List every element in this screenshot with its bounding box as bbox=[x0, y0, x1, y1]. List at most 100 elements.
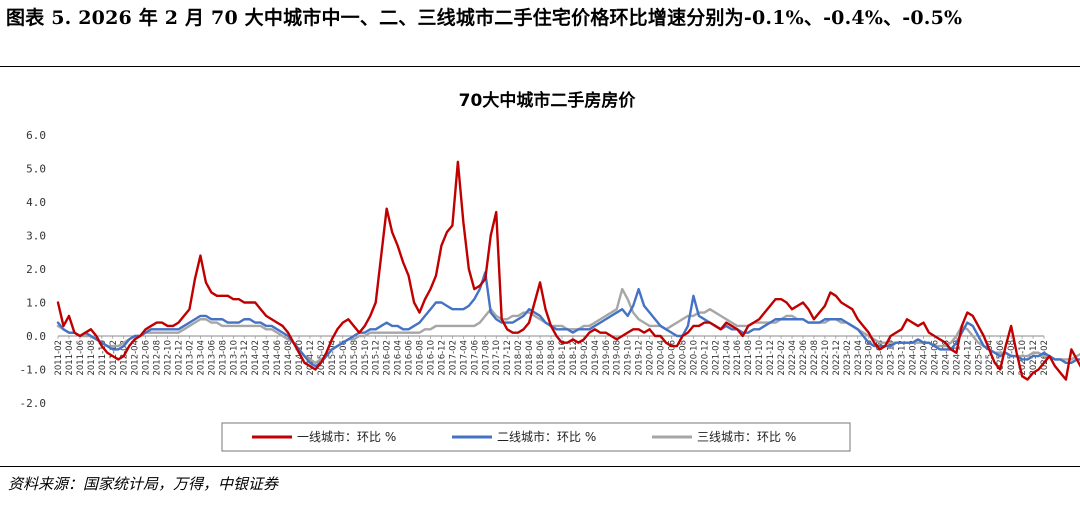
line-chart: 70大中城市二手房房价 6.0 5.0 4.0 3.0 2.0 1.0 0.0 -1.0 -2.… bbox=[20, 90, 1080, 452]
x-tick-label: 2018-08 bbox=[547, 340, 557, 376]
x-tick-label: 2019-02 bbox=[580, 340, 590, 376]
x-tick-label: 2022-06 bbox=[799, 340, 809, 376]
x-tick-label: 2020-10 bbox=[689, 340, 699, 376]
x-tick-label: 2011-04 bbox=[65, 340, 75, 376]
x-tick-label: 2024-02 bbox=[909, 340, 919, 376]
x-tick-label: 2014-06 bbox=[273, 340, 283, 376]
x-tick-label: 2014-04 bbox=[262, 340, 272, 376]
chart-title: 70大中城市二手房房价 bbox=[459, 90, 637, 111]
x-tick-label: 2018-10 bbox=[558, 340, 568, 376]
x-tick-label: 2025-06 bbox=[996, 340, 1006, 376]
x-tick-label: 2022-04 bbox=[788, 340, 798, 376]
x-tick-label: 2022-08 bbox=[810, 340, 820, 376]
x-tick-label: 2017-12 bbox=[503, 340, 513, 376]
x-tick-label: 2021-04 bbox=[722, 340, 732, 376]
x-tick-label: 2014-10 bbox=[295, 340, 305, 376]
x-tick-label: 2015-10 bbox=[361, 340, 371, 376]
x-tick-label: 2012-02 bbox=[120, 340, 130, 376]
x-tick-label: 2022-02 bbox=[777, 340, 787, 376]
x-tick-label: 2019-12 bbox=[635, 340, 645, 376]
series-line-3 bbox=[56, 287, 1080, 364]
x-tick-label: 2025-12 bbox=[1029, 340, 1039, 376]
x-tick-label: 2018-02 bbox=[514, 340, 524, 376]
x-tick-label: 2012-06 bbox=[142, 340, 152, 376]
x-tick-label: 2021-12 bbox=[766, 340, 776, 376]
x-tick-label: 2025-04 bbox=[985, 340, 995, 376]
bottom-rule bbox=[0, 466, 1080, 467]
x-tick-label: 2020-02 bbox=[646, 340, 656, 376]
x-tick-label: 2023-06 bbox=[865, 340, 875, 376]
x-tick-label: 2017-08 bbox=[481, 340, 491, 376]
x-tick-label: 2016-12 bbox=[437, 340, 447, 376]
x-tick-label: 2024-10 bbox=[952, 340, 962, 376]
y-tick-label: 2.0 bbox=[26, 263, 46, 276]
x-tick-label: 2023-02 bbox=[843, 340, 853, 376]
x-tick-label: 2012-10 bbox=[164, 340, 174, 376]
x-tick-label: 2024-06 bbox=[930, 340, 940, 376]
x-tick-label: 2014-08 bbox=[284, 340, 294, 376]
x-tick-label: 2020-12 bbox=[700, 340, 710, 376]
x-axis: 2011-02 2011-04 2011-06 2011-08 2011-10 2011-… bbox=[54, 336, 1050, 376]
legend: 一线城市：环比 % 二线城市：环比 % 三线城市：环比 % bbox=[221, 422, 851, 452]
x-tick-label: 2019-04 bbox=[591, 340, 601, 376]
x-tick-label: 2015-08 bbox=[350, 340, 360, 376]
series-line-1 bbox=[56, 160, 1080, 381]
y-tick-label: 6.0 bbox=[26, 129, 46, 142]
x-tick-label: 2013-12 bbox=[240, 340, 250, 376]
legend-label-series-1: 一线城市：环比 % bbox=[297, 429, 396, 444]
x-tick-label: 2019-10 bbox=[624, 340, 634, 376]
x-tick-label: 2012-04 bbox=[131, 340, 141, 376]
legend-label-series-2: 二线城市：环比 % bbox=[497, 429, 596, 444]
y-tick-label: 1.0 bbox=[26, 297, 46, 310]
y-tick-label: -1.0 bbox=[20, 364, 47, 377]
x-tick-label: 2024-08 bbox=[941, 340, 951, 376]
x-tick-label: 2024-12 bbox=[963, 340, 973, 376]
x-tick-label: 2015-04 bbox=[328, 340, 338, 376]
x-tick-label: 2018-04 bbox=[525, 340, 535, 376]
x-tick-label: 2020-06 bbox=[668, 340, 678, 376]
x-tick-label: 2015-12 bbox=[372, 340, 382, 376]
legend-box bbox=[221, 422, 851, 452]
series-lines bbox=[56, 160, 1080, 381]
x-tick-label: 2024-04 bbox=[919, 340, 929, 376]
x-tick-label: 2025-08 bbox=[1007, 340, 1017, 376]
x-tick-label: 2013-02 bbox=[185, 340, 195, 376]
legend-label-series-3: 三线城市：环比 % bbox=[697, 429, 796, 444]
x-tick-label: 2013-04 bbox=[196, 340, 206, 376]
x-tick-label: 2016-06 bbox=[405, 340, 415, 376]
x-tick-label: 2017-04 bbox=[459, 340, 469, 376]
x-tick-label: 2015-06 bbox=[339, 340, 349, 376]
y-tick-label: 4.0 bbox=[26, 196, 46, 209]
x-tick-label: 2022-12 bbox=[832, 340, 842, 376]
x-tick-label: 2011-02 bbox=[54, 340, 64, 376]
x-tick-label: 2016-04 bbox=[394, 340, 404, 376]
x-tick-label: 2021-06 bbox=[733, 340, 743, 376]
x-tick-label: 2022-10 bbox=[821, 340, 831, 376]
x-tick-label: 2019-06 bbox=[602, 340, 612, 376]
x-tick-label: 2013-08 bbox=[218, 340, 228, 376]
y-tick-label: -2.0 bbox=[20, 397, 47, 410]
x-tick-label: 2023-10 bbox=[887, 340, 897, 376]
figure-title: 图表 5. 2026 年 2 月 70 大中城市中一、二、三线城市二手住宅价格环… bbox=[6, 7, 963, 29]
x-tick-label: 2019-08 bbox=[613, 340, 623, 376]
x-tick-label: 2021-08 bbox=[744, 340, 754, 376]
top-rule bbox=[0, 66, 1080, 67]
source-note: 资料来源：国家统计局，万得，中银证券 bbox=[8, 475, 279, 493]
x-tick-label: 2016-02 bbox=[383, 340, 393, 376]
x-tick-label: 2014-12 bbox=[306, 340, 316, 376]
x-tick-label: 2018-06 bbox=[536, 340, 546, 376]
x-tick-label: 2021-02 bbox=[711, 340, 721, 376]
y-tick-label: 5.0 bbox=[26, 163, 46, 176]
x-tick-label: 2011-10 bbox=[98, 340, 108, 376]
x-tick-label: 2020-08 bbox=[678, 340, 688, 376]
y-tick-label: 3.0 bbox=[26, 230, 46, 243]
x-tick-label: 2017-10 bbox=[492, 340, 502, 376]
x-tick-label: 2013-06 bbox=[207, 340, 217, 376]
x-tick-label: 2025-02 bbox=[974, 340, 984, 376]
x-tick-label: 2012-08 bbox=[153, 340, 163, 376]
x-tick-label: 2017-06 bbox=[470, 340, 480, 376]
x-tick-label: 2025-10 bbox=[1018, 340, 1028, 376]
x-tick-label: 2018-12 bbox=[569, 340, 579, 376]
x-tick-label: 2012-12 bbox=[175, 340, 185, 376]
x-tick-label: 2023-12 bbox=[898, 340, 908, 376]
